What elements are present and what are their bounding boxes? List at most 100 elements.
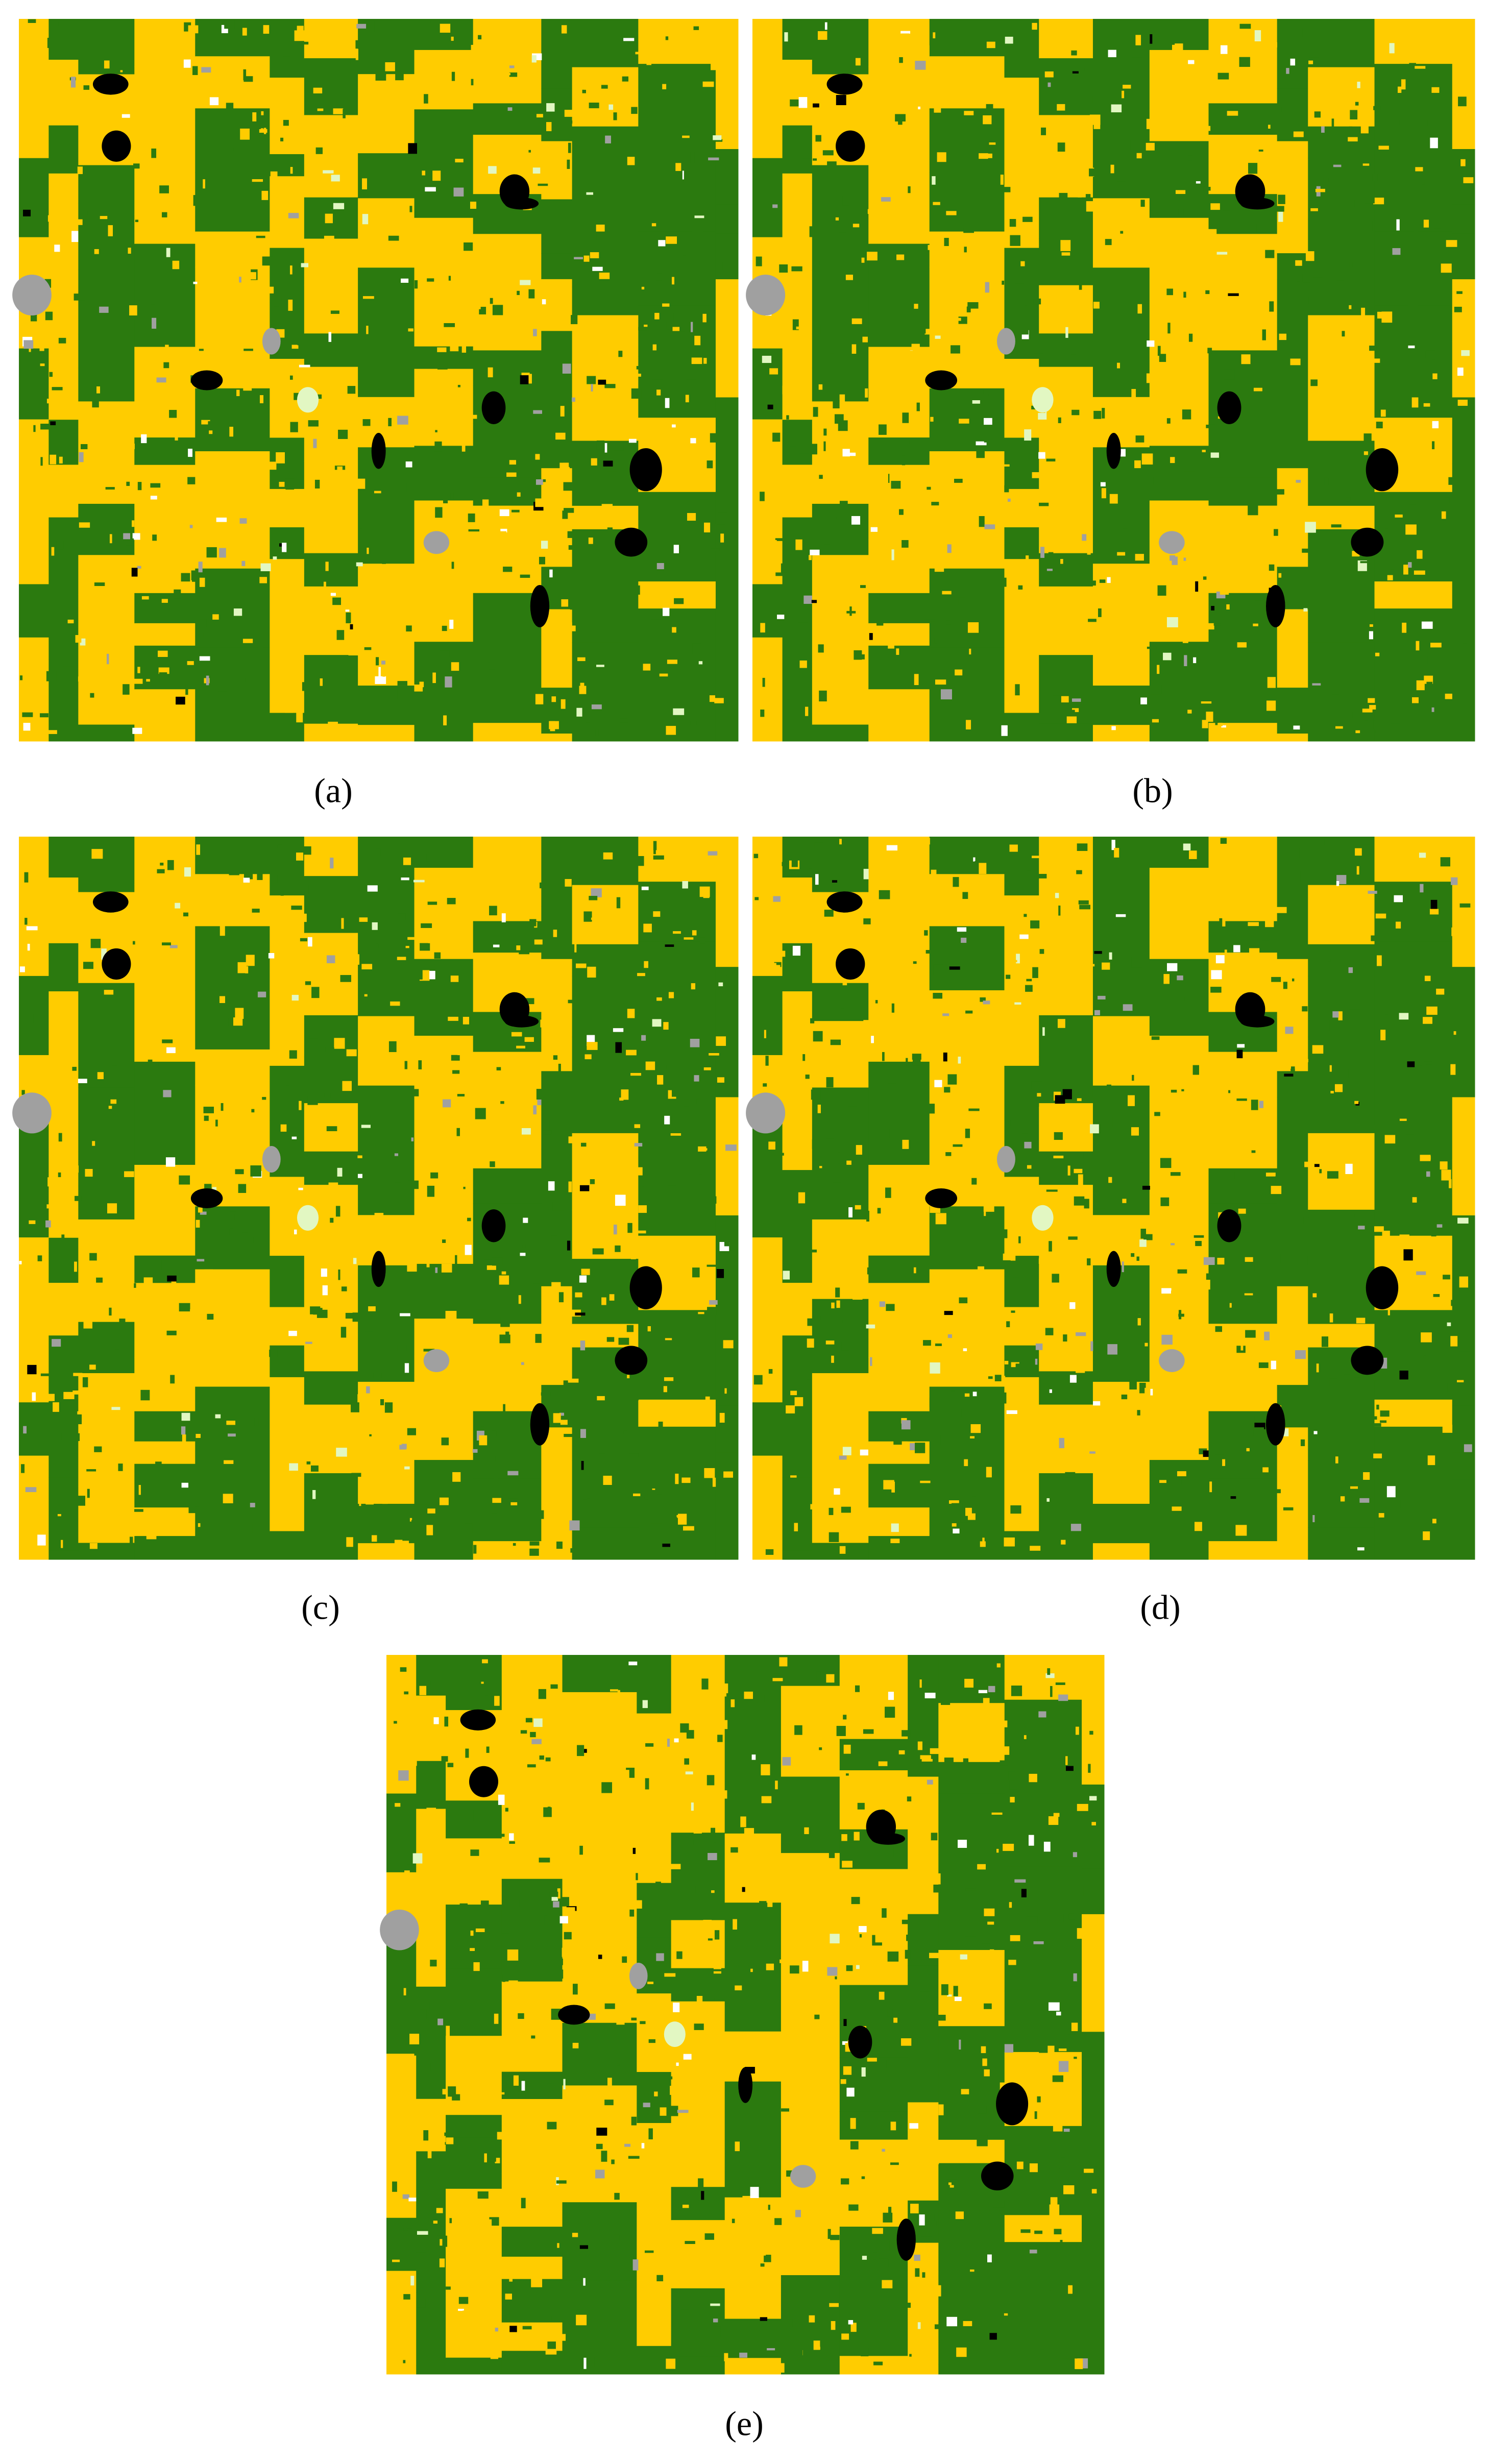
noise <box>683 246 686 256</box>
noise <box>694 2023 704 2030</box>
noise <box>451 662 459 671</box>
noise <box>574 257 583 259</box>
noise <box>1230 1496 1236 1499</box>
noise <box>1014 202 1017 211</box>
field <box>1039 1542 1093 1560</box>
field <box>78 724 135 742</box>
noise <box>934 1349 938 1353</box>
noise <box>1122 319 1125 327</box>
noise <box>1416 680 1425 691</box>
noise <box>856 425 862 431</box>
noise <box>917 2322 921 2329</box>
field <box>562 1866 637 1902</box>
noise <box>545 2347 557 2355</box>
noise <box>1086 580 1096 586</box>
field <box>752 545 783 584</box>
field <box>195 1206 270 1270</box>
noise <box>60 331 70 335</box>
noise <box>613 145 621 154</box>
noise <box>450 346 459 352</box>
noise <box>1131 1127 1139 1136</box>
noise <box>1107 1344 1117 1355</box>
noise <box>294 30 305 41</box>
noise <box>288 1331 297 1336</box>
noise <box>144 1385 149 1395</box>
noise <box>782 1757 791 1766</box>
noise <box>801 1946 803 1956</box>
field <box>1004 1866 1082 1916</box>
noise <box>1006 431 1011 436</box>
field <box>195 568 270 648</box>
noise <box>930 1873 941 1885</box>
noise <box>376 839 381 849</box>
noise <box>1421 1332 1432 1343</box>
noise <box>1321 1336 1329 1347</box>
field <box>908 1776 939 1835</box>
noise <box>1065 327 1068 338</box>
noise <box>583 2357 587 2369</box>
noise <box>654 2091 658 2096</box>
noise <box>1364 280 1370 289</box>
noise <box>1072 708 1079 712</box>
noise <box>55 1122 58 1131</box>
noise <box>356 1467 364 1471</box>
noise <box>1256 224 1266 232</box>
field <box>812 1412 869 1487</box>
noise <box>184 867 191 877</box>
noise <box>409 206 412 212</box>
noise <box>1041 1877 1046 1886</box>
noise <box>1093 1401 1101 1406</box>
noise <box>1061 1001 1064 1009</box>
field <box>671 1655 725 1695</box>
noise <box>407 1262 417 1272</box>
noise <box>46 98 56 109</box>
field <box>270 176 305 249</box>
noise <box>529 1541 540 1546</box>
field <box>134 153 196 214</box>
noise <box>851 318 862 324</box>
noise <box>1354 1101 1359 1104</box>
noise <box>237 962 247 973</box>
noise <box>345 609 350 612</box>
noise <box>1358 1226 1365 1230</box>
noise <box>1337 1397 1344 1403</box>
noise <box>1091 2189 1097 2194</box>
field <box>1208 1295 1278 1324</box>
noise <box>1190 996 1200 1003</box>
noise <box>1040 547 1044 558</box>
noise <box>693 26 699 30</box>
noise <box>630 426 638 437</box>
noise <box>915 61 926 70</box>
noise <box>591 384 593 392</box>
noise <box>1008 1771 1015 1780</box>
noise <box>86 1503 97 1507</box>
noise <box>564 110 573 117</box>
noise <box>381 71 386 75</box>
noise <box>393 1738 398 1750</box>
noise <box>774 2218 782 2225</box>
noise <box>1221 725 1226 728</box>
field <box>358 153 415 199</box>
noise <box>1116 920 1120 925</box>
noise <box>525 998 534 1005</box>
field <box>929 1085 1005 1161</box>
field <box>270 636 305 714</box>
noise <box>713 2319 718 2323</box>
noise <box>996 1478 1003 1482</box>
field <box>1039 285 1093 334</box>
field <box>358 1381 415 1453</box>
noise <box>1424 1061 1432 1065</box>
noise <box>97 1072 104 1080</box>
noise <box>1231 1396 1238 1405</box>
noise <box>922 327 926 334</box>
noise <box>581 2057 586 2067</box>
noise <box>1012 1328 1017 1335</box>
noise <box>1026 979 1032 982</box>
noise <box>925 950 931 954</box>
noise <box>1203 1257 1215 1265</box>
noise <box>402 2194 409 2199</box>
noise <box>372 849 381 856</box>
noise <box>1010 1505 1021 1514</box>
noise <box>1247 572 1250 578</box>
noise <box>215 1119 218 1127</box>
